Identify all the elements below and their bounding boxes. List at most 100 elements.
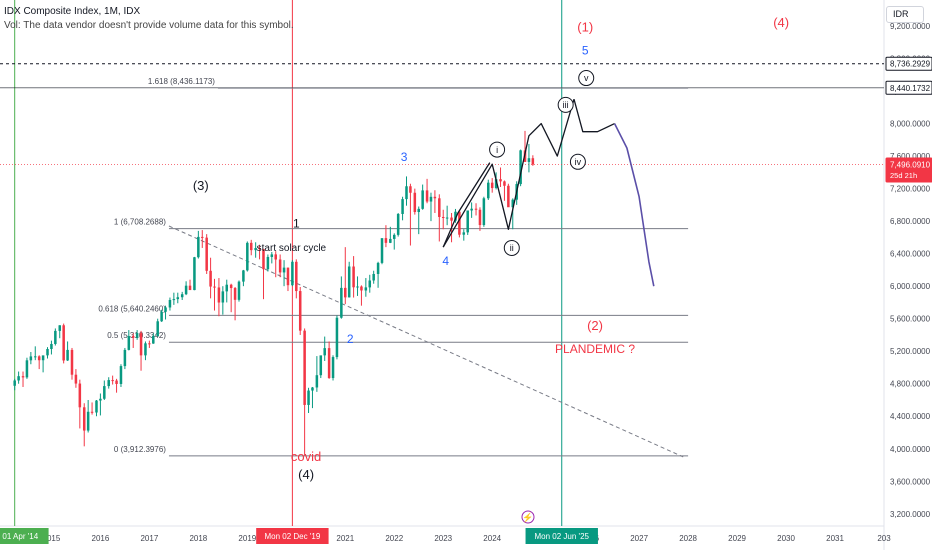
candle-body [46,349,49,356]
candle-body [217,287,221,303]
candle-body [50,343,53,350]
trend-line [168,225,684,458]
time-badge-label: ue 01 Apr '14 [0,532,39,541]
candle-body [270,254,274,257]
time-badge-label: Mon 02 Dec '19 [264,532,320,541]
candle-body [197,236,200,258]
price-badge-label: 7,496.0910 [890,161,931,170]
forecast-path [613,123,655,287]
candle-body [425,190,429,202]
candle-body [503,181,506,186]
candle-body [127,336,131,350]
candle-body [139,333,143,356]
wave-circle-label: i [496,145,498,155]
svg-text:⚡: ⚡ [522,512,533,524]
candle-body [454,211,457,221]
time-badge [256,528,329,544]
y-tick-label: 3,200.0000 [890,510,931,519]
y-tick-label: 6,000.0000 [890,282,931,291]
candle-body [405,186,408,200]
candle-body [360,286,363,291]
y-tick-label: 4,400.0000 [890,412,931,421]
wave-drawings [442,99,655,287]
bolt-icon[interactable]: ⚡ [521,510,535,524]
candle-body [389,238,392,243]
wave-circle [503,239,520,256]
candle-body [278,259,282,273]
wave-label: (1) [577,20,593,35]
wave-label: PLANDEMIC ? [555,342,635,356]
y-tick-label: 9,200.0000 [890,22,931,31]
x-tick-label: 2019 [238,534,256,543]
candle-body [450,217,453,221]
candle-body [201,236,204,238]
y-tick-label: 4,800.0000 [890,380,931,389]
wave-label: (4) [298,467,314,482]
candle-body [429,196,433,202]
candle-body [233,288,237,300]
candle-body [21,376,25,378]
y-tick-label: 4,000.0000 [890,445,931,454]
y-tick-label: 5,600.0000 [890,315,931,324]
candle-body [478,209,482,226]
price-badge [885,80,932,95]
candle-body [213,286,216,288]
price-badge [885,157,932,183]
y-tick-label: 3,600.0000 [890,477,931,486]
wave-circle [557,96,574,113]
time-badge [525,528,598,544]
candle-body [111,380,114,382]
y-tick-label: 6,400.0000 [890,250,931,259]
wave-circle [489,141,506,158]
candle-body [156,321,159,337]
wave-circle-label: iv [575,157,582,167]
currency-button[interactable]: IDR [886,6,924,23]
candle-body [352,266,355,288]
candle-body [25,360,29,378]
candle-body [103,386,106,399]
candle-body [13,380,16,386]
price-badge-countdown: 25d 21h [890,171,917,180]
candle-body [62,325,65,361]
candle-body [356,286,359,288]
candle-body [331,357,335,379]
candle-body [168,299,172,308]
candle-body [531,158,535,165]
candle-body [172,299,176,301]
wave-circle-label: iii [563,100,569,110]
candle-body [29,356,33,361]
candle-body [184,285,188,295]
candle-body [409,186,412,193]
price-badge [885,56,932,71]
symbol-title: IDX Composite Index, 1M, IDX [4,6,141,17]
candle-body [490,182,494,189]
candle-body [364,287,368,291]
wave-labels: (1) (4) 5 (3) 3 1 2 4 (2) PLANDEMIC ? covid (4) star… [193,15,789,482]
x-tick-label: 2018 [189,534,207,543]
candle-body [225,284,229,292]
candle-body [372,273,375,281]
candle-body [466,210,469,233]
time-badge [0,528,49,544]
candle-body [99,398,102,401]
candle-body [258,248,261,250]
candle-body [119,366,123,384]
candle-body [193,257,196,291]
candle-body [131,336,135,338]
fib-level-label: 0.618 (5,640.2460) [98,304,166,313]
wave-label: start solar cycle [257,243,327,254]
candle-body [123,349,127,367]
wave-label: 4 [442,254,449,268]
candle-body [347,266,351,298]
candle-body [487,182,490,199]
candle-body [519,150,522,185]
y-tick-label: 5,200.0000 [890,347,931,356]
x-tick-label: 2027 [630,534,648,543]
candle-body [58,325,62,331]
candle-body [82,407,86,431]
candle-body [180,294,184,298]
wave-i-path [442,99,575,248]
candle-body [433,196,437,199]
